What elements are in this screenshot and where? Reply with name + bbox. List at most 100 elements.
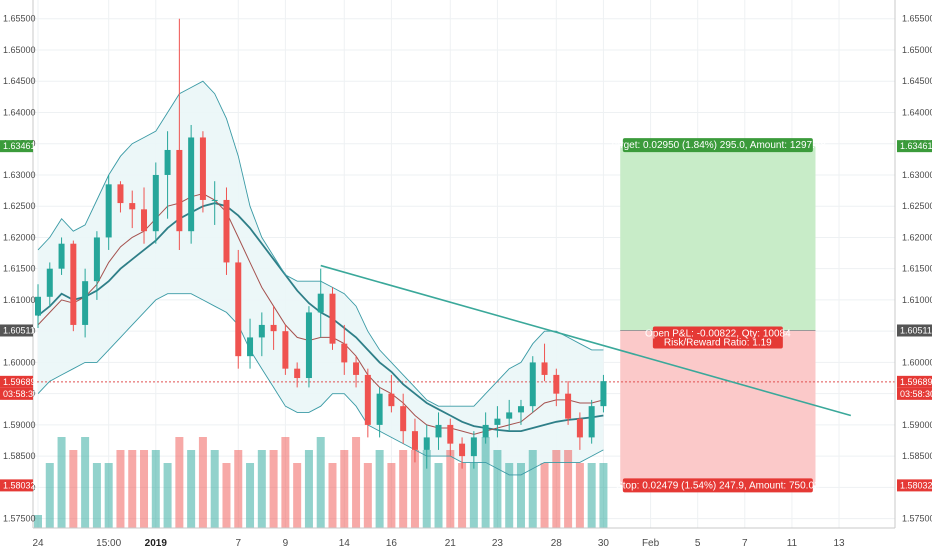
volume-bar xyxy=(81,437,90,528)
volume-bar xyxy=(540,463,549,528)
volume-bar xyxy=(446,450,455,528)
target-price-tag-left xyxy=(0,140,33,153)
y-tick-label-right: 1.57500 xyxy=(902,514,932,524)
y-tick-label-left: 1.60000 xyxy=(3,357,36,367)
candle-body xyxy=(35,296,41,316)
candle-body xyxy=(482,424,489,438)
volume-bar xyxy=(363,463,372,528)
y-tick-label-right: 1.61500 xyxy=(902,264,932,274)
current-price-tag-right xyxy=(897,375,932,388)
x-tick-label: 24 xyxy=(32,538,44,549)
x-tick-label: 7 xyxy=(742,538,748,549)
y-tick-label-left: 1.64000 xyxy=(3,107,36,117)
candle-body xyxy=(223,199,230,263)
volume-bar xyxy=(564,450,573,528)
candle-body xyxy=(376,393,383,425)
volume-bar xyxy=(304,450,313,528)
y-tick-label-right: 1.65500 xyxy=(902,14,932,24)
candle-body xyxy=(199,137,206,200)
trendline[interactable] xyxy=(320,264,852,417)
x-tick-label: 2019 xyxy=(145,538,168,549)
y-tick-label-right: 1.59000 xyxy=(902,420,932,430)
x-tick-label: Feb xyxy=(642,538,660,549)
labels-overlay: Target: 0.02950 (1.84%) 295.0, Amount: 1… xyxy=(610,138,826,493)
volume-bar xyxy=(340,450,349,528)
candle-body xyxy=(58,243,65,269)
x-axis[interactable]: 24 15:00 2019 7 9 14 16 21 23 28 30 Feb 5 7 11 13 xyxy=(32,538,845,549)
candle-body xyxy=(258,324,265,338)
y-tick-label-left: 1.61500 xyxy=(3,264,36,274)
y-tick-label-left: 1.64500 xyxy=(3,76,36,86)
y-tick-label-left: 1.58500 xyxy=(3,451,36,461)
stop-price-tag-left xyxy=(0,479,33,492)
y-tick-label-left: 1.65500 xyxy=(3,14,36,24)
volume-bar xyxy=(387,463,396,528)
x-tick-label: 15:00 xyxy=(96,538,121,549)
y-tick-label-right: 1.62500 xyxy=(902,201,932,211)
volume-bar xyxy=(69,450,78,528)
current-price-tag-text-right: 1.59689 xyxy=(900,377,932,387)
entry-price-tag-left xyxy=(0,324,33,337)
y-tick-label-left: 1.63000 xyxy=(3,170,36,180)
volume-bar xyxy=(528,450,537,528)
candle-body xyxy=(82,281,89,325)
countdown-tag-left xyxy=(0,387,33,400)
y-tick-label-right: 1.65000 xyxy=(902,45,932,55)
volume-bar xyxy=(140,450,149,528)
volume-bar xyxy=(57,437,66,528)
x-tick-label: 13 xyxy=(833,538,845,549)
volume-bar xyxy=(151,450,160,528)
candle-body xyxy=(494,418,501,425)
volume-bar xyxy=(575,463,584,528)
volume-bar xyxy=(469,463,478,528)
stop-price-tag-text-left: 1.58032 xyxy=(3,480,36,490)
y-tick-label-left: 1.59000 xyxy=(3,420,36,430)
candle-body xyxy=(411,431,418,450)
x-tick-label: 7 xyxy=(235,538,241,549)
stop-price-tag-text-right: 1.58032 xyxy=(900,480,932,490)
x-tick-label: 16 xyxy=(386,538,398,549)
volume-bar xyxy=(187,450,196,528)
candle-body xyxy=(70,243,77,325)
y-tick-label-left: 1.65000 xyxy=(3,45,36,55)
candle-body xyxy=(46,268,53,297)
entry-price-tag-text-right: 1.60511 xyxy=(900,325,932,335)
pnl-box xyxy=(652,326,783,349)
volume-bar xyxy=(269,450,278,528)
candle-body xyxy=(423,437,430,450)
volume-bar xyxy=(163,463,172,528)
current-price-tag-text-left: 1.59689 xyxy=(3,377,36,387)
volume-bar xyxy=(281,437,290,528)
y-tick-label-right: 1.61000 xyxy=(902,295,932,305)
countdown-tag-right xyxy=(897,387,932,400)
candle-body xyxy=(364,374,371,425)
risk-reward-label: Risk/Reward Ratio: 1.19 xyxy=(664,337,772,348)
candle-body xyxy=(305,312,312,379)
volume-bar xyxy=(399,450,408,528)
target-zone xyxy=(620,146,816,331)
x-tick-label: 11 xyxy=(787,538,798,549)
x-tick-label: 14 xyxy=(339,538,351,549)
y-tick-label-left: 1.62500 xyxy=(3,201,36,211)
current-price-tag-left xyxy=(0,375,33,388)
volume-bar xyxy=(552,450,561,528)
x-tick-label: 5 xyxy=(695,538,701,549)
candle-body xyxy=(388,393,395,407)
y-tick-label-left: 1.61000 xyxy=(3,295,36,305)
candle-body xyxy=(600,381,607,407)
candle-body xyxy=(565,393,572,419)
candle-body xyxy=(270,324,277,332)
y-tick-label-right: 1.64000 xyxy=(902,107,932,117)
entry-price-tag-text-left: 1.60511 xyxy=(3,325,35,335)
volume-bar xyxy=(92,463,101,528)
x-tick-label: 21 xyxy=(445,538,457,549)
volume-bar xyxy=(599,463,608,528)
price-tags: 1.63461 1.63461 1.60511 1.60511 1.59689 1.596… xyxy=(0,140,932,492)
trendline-group[interactable] xyxy=(320,264,852,417)
candle-body xyxy=(506,412,513,419)
candle-body xyxy=(152,174,159,232)
candle-body xyxy=(188,137,195,232)
volume-bar xyxy=(175,437,184,528)
position-tool[interactable] xyxy=(33,146,895,486)
